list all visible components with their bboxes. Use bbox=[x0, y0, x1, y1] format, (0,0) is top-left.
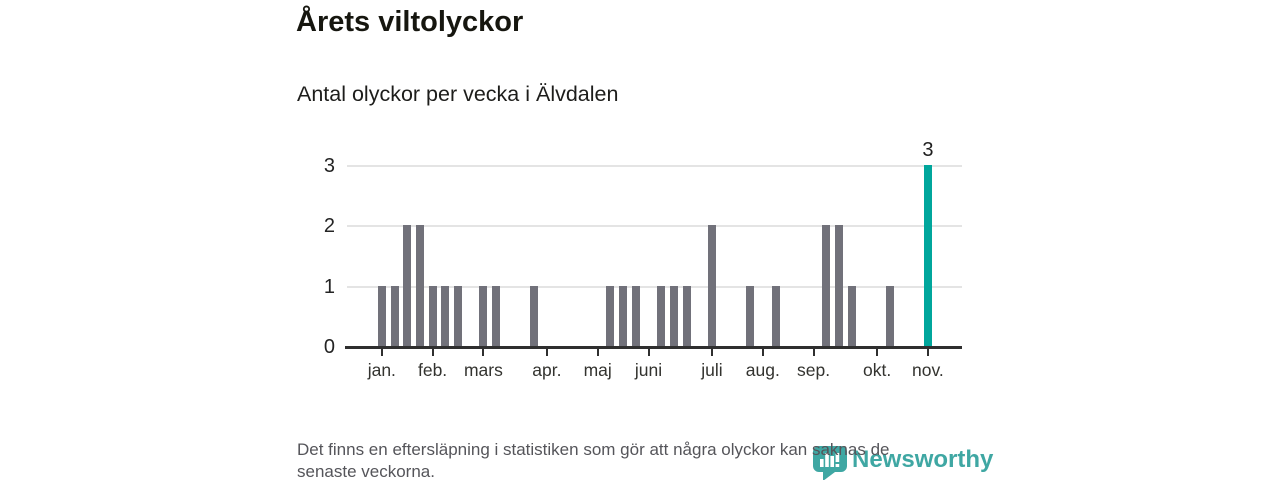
x-axis-tick bbox=[926, 348, 929, 356]
x-axis-month-label: sep. bbox=[797, 360, 831, 380]
highlight-bar-week-44 bbox=[923, 165, 932, 346]
bar-week-7 bbox=[454, 285, 462, 346]
y-axis-tick-label: 0 bbox=[323, 336, 335, 358]
x-axis-tick bbox=[545, 348, 548, 356]
disclaimer-line: senaste veckorna. bbox=[297, 461, 435, 480]
bar-week-3 bbox=[403, 225, 412, 346]
bar-week-5 bbox=[428, 285, 437, 346]
x-axis-month-label: apr. bbox=[532, 360, 562, 380]
highlight-value-label: 3 bbox=[922, 139, 934, 161]
bar-week-37 bbox=[835, 225, 843, 346]
disclaimer-line: Det finns en eftersläpning i statistiken… bbox=[297, 440, 890, 459]
bar-week-32 bbox=[771, 285, 780, 346]
bar-week-4 bbox=[415, 225, 424, 346]
bar-week-10 bbox=[492, 285, 501, 346]
x-axis-month-label: jan. bbox=[367, 360, 396, 380]
x-axis-month-label: okt. bbox=[862, 360, 892, 380]
x-axis-tick bbox=[761, 348, 764, 356]
bar-week-20 bbox=[619, 285, 628, 346]
x-axis-month-label: aug. bbox=[745, 360, 780, 380]
bar-week-41 bbox=[885, 285, 894, 346]
y-axis-tick-label: 2 bbox=[323, 215, 335, 238]
bar-week-13 bbox=[530, 285, 539, 346]
bar-week-2 bbox=[390, 285, 399, 346]
bar-week-36 bbox=[822, 225, 831, 346]
x-axis-month-label: juni bbox=[634, 360, 663, 380]
chart-subtitle: Antal olyckor per vecka i Älvdalen bbox=[297, 82, 619, 106]
bar-week-24 bbox=[669, 285, 678, 346]
x-axis-month-label: nov. bbox=[912, 360, 944, 380]
bar-week-38 bbox=[847, 285, 856, 346]
bar-week-27 bbox=[708, 225, 716, 346]
bar-week-30 bbox=[746, 285, 755, 346]
gridline-y2 bbox=[347, 225, 962, 228]
bar-week-19 bbox=[606, 285, 615, 346]
x-axis-tick bbox=[482, 348, 485, 356]
y-axis-tick-label: 3 bbox=[323, 155, 335, 177]
x-axis-tick bbox=[380, 348, 383, 356]
bar-week-23 bbox=[657, 285, 666, 346]
bar-week-21 bbox=[631, 285, 640, 346]
newsworthy-logo-icon bbox=[813, 446, 847, 480]
x-axis-baseline bbox=[345, 346, 962, 349]
bar-week-1 bbox=[377, 285, 386, 346]
x-axis-month-label: mars bbox=[463, 360, 503, 380]
x-axis-tick bbox=[876, 348, 879, 356]
x-axis-month-label: maj bbox=[583, 360, 612, 380]
x-axis-tick bbox=[647, 348, 650, 356]
x-axis-tick bbox=[711, 348, 713, 356]
bar-week-9 bbox=[479, 285, 488, 346]
bar-chart-plot-area: 0 1 2 3 jan. feb. mars apr. maj juni juli aug. sep. o… bbox=[324, 140, 962, 380]
x-axis-month-label: juli bbox=[701, 360, 723, 380]
y-axis-tick-label: 1 bbox=[323, 275, 335, 298]
newsworthy-logo: Newsworthy bbox=[813, 446, 993, 480]
x-axis-tick bbox=[812, 348, 815, 356]
bar-week-25 bbox=[682, 285, 691, 346]
chart-title: Årets viltolyckor bbox=[296, 6, 524, 38]
x-axis-tick bbox=[431, 348, 434, 356]
bar-week-6 bbox=[441, 285, 450, 346]
newsworthy-logo-text: Newsworthy bbox=[852, 446, 994, 473]
gridline-y1 bbox=[347, 285, 962, 288]
disclaimer-text: Det finns en eftersläpning i statistiken… bbox=[297, 439, 889, 480]
gridline-y3 bbox=[347, 165, 962, 167]
x-axis-tick bbox=[596, 348, 599, 356]
x-axis-month-label: feb. bbox=[417, 360, 448, 380]
